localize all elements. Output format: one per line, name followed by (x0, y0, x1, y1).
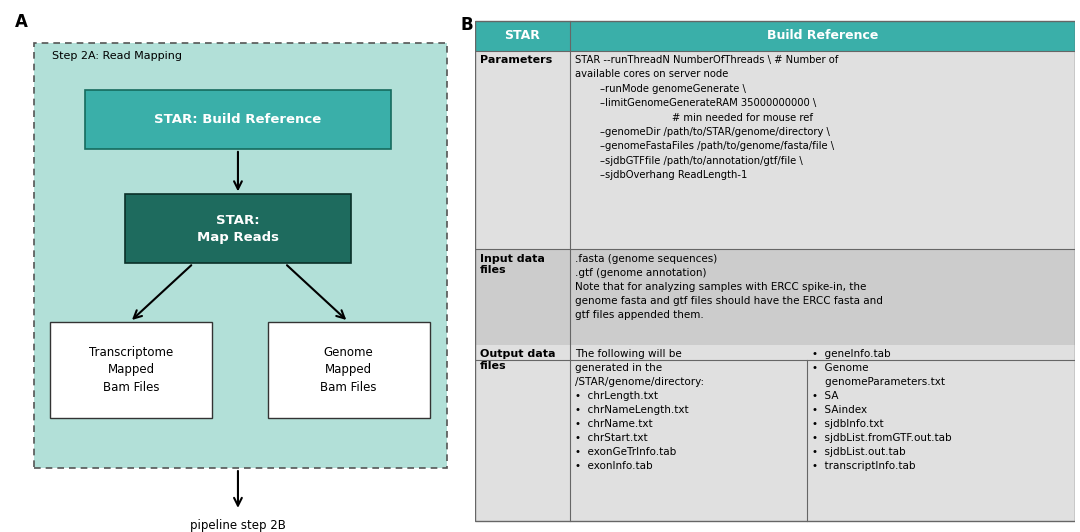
Text: Genome
Mapped
Bam Files: Genome Mapped Bam Files (320, 346, 377, 394)
Text: Transcriptome
Mapped
Bam Files: Transcriptome Mapped Bam Files (90, 346, 174, 394)
Text: STAR: STAR (504, 29, 540, 43)
Text: Build Reference: Build Reference (767, 29, 878, 43)
FancyBboxPatch shape (268, 322, 430, 418)
Text: STAR --runThreadN NumberOfThreads \ # Number of
available cores on server node
 : STAR --runThreadN NumberOfThreads \ # Nu… (575, 55, 838, 180)
FancyBboxPatch shape (125, 194, 351, 263)
Text: Parameters: Parameters (480, 55, 552, 65)
Text: pipeline step 2B: pipeline step 2B (190, 519, 286, 531)
Text: Step 2A: Read Mapping: Step 2A: Read Mapping (52, 51, 183, 61)
Text: STAR:
Map Reads: STAR: Map Reads (197, 214, 279, 244)
Text: A: A (15, 13, 28, 31)
FancyBboxPatch shape (33, 43, 447, 468)
Text: STAR: Build Reference: STAR: Build Reference (154, 113, 322, 126)
Text: The following will be
generated in the
/STAR/genome/directory:
•  chrLength.txt
: The following will be generated in the /… (575, 349, 704, 471)
FancyBboxPatch shape (475, 250, 1075, 361)
Text: •  geneInfo.tab
•  Genome
    genomeParameters.txt
•  SA
•  SAindex
•  sjdbInfo.: • geneInfo.tab • Genome genomeParameters… (812, 349, 951, 471)
FancyBboxPatch shape (475, 21, 1075, 51)
FancyBboxPatch shape (85, 90, 391, 149)
FancyBboxPatch shape (50, 322, 212, 418)
FancyBboxPatch shape (475, 345, 1075, 521)
FancyBboxPatch shape (475, 51, 1075, 250)
Text: Input data
files: Input data files (480, 254, 545, 275)
Text: Output data
files: Output data files (480, 349, 555, 371)
Text: B: B (460, 16, 473, 34)
Text: .fasta (genome sequences)
.gtf (genome annotation)
Note that for analyzing sampl: .fasta (genome sequences) .gtf (genome a… (575, 254, 882, 320)
